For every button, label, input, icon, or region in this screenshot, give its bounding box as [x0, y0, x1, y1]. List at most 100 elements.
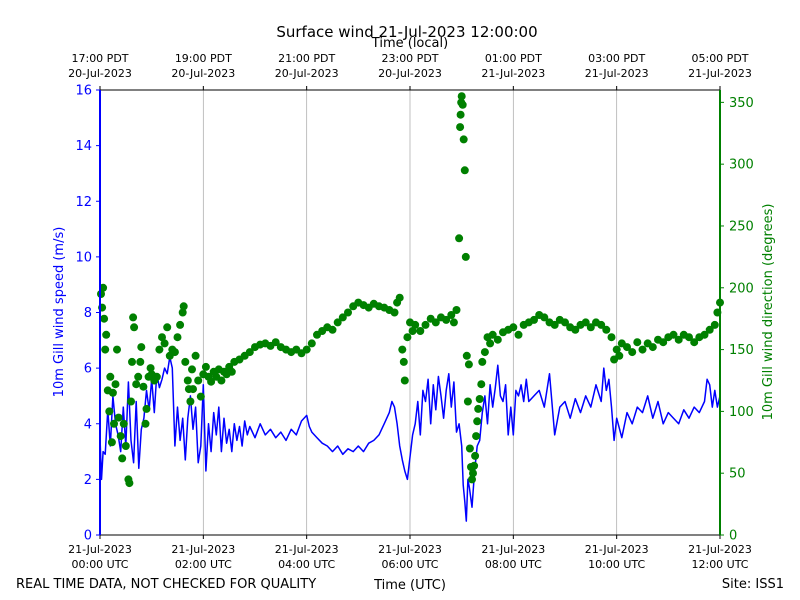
left-axis-label: 10m Gill wind speed (m/s): [52, 227, 67, 398]
right-tick-label: 350: [729, 96, 754, 111]
wind-direction-point: [408, 327, 417, 335]
wind-direction-point: [141, 419, 150, 428]
top-tick-time: 19:00 PDT: [175, 52, 232, 65]
top-tick-time: 17:00 PDT: [71, 52, 128, 65]
top-tick-time: 01:00 PDT: [485, 52, 542, 65]
wind-direction-point: [178, 308, 187, 317]
wind-direction-point: [134, 372, 143, 381]
wind-direction-point: [105, 407, 114, 416]
wind-direction-point: [581, 318, 590, 327]
wind-direction-point: [561, 318, 569, 327]
quality-disclaimer: REAL TIME DATA, NOT CHECKED FOR QUALITY: [16, 577, 316, 592]
wind-direction-point: [125, 479, 134, 488]
wind-direction-point: [158, 333, 166, 342]
left-tick-label: 10: [75, 250, 92, 265]
right-tick-label: 0: [729, 529, 737, 544]
wind-direction-point: [685, 333, 693, 342]
wind-direction-point: [464, 360, 473, 369]
wind-direction-point: [509, 323, 518, 332]
bottom-tick-date: 21-Jul-2023: [585, 543, 649, 556]
wind-direction-point: [460, 166, 469, 175]
wind-direction-point: [136, 357, 145, 366]
top-tick-date: 20-Jul-2023: [378, 67, 442, 80]
left-tick-label: 16: [75, 84, 92, 99]
bottom-tick-time: 04:00 UTC: [278, 558, 335, 571]
vertical-gridlines: [202, 90, 618, 535]
top-tick-date: 20-Jul-2023: [275, 67, 339, 80]
wind-direction-point: [452, 306, 461, 314]
wind-direction-point: [638, 345, 647, 354]
wind-direction-point: [447, 311, 456, 319]
right-direction-axis: 0 50 100 150 200 250 300 350: [720, 96, 754, 544]
wind-direction-point: [338, 313, 347, 322]
wind-direction-point: [462, 351, 471, 360]
bottom-tick-date: 21-Jul-2023: [275, 543, 339, 556]
wind-direction-point: [245, 348, 254, 357]
chart-title: Surface wind 21-Jul-2023 12:00:00: [276, 23, 537, 41]
wind-direction-point: [118, 454, 127, 463]
wind-direction-point: [514, 330, 523, 339]
bottom-tick-date: 21-Jul-2023: [688, 543, 752, 556]
wind-direction-point: [607, 333, 616, 342]
wind-direction-point: [442, 315, 451, 324]
wind-direction-point: [411, 320, 420, 329]
wind-direction-point: [628, 348, 637, 357]
wind-direction-point: [127, 397, 135, 406]
wind-direction-point: [470, 461, 479, 470]
wind-direction-point: [107, 438, 116, 447]
wind-direction-point: [571, 325, 580, 334]
wind-speed-line: [99, 356, 721, 522]
wind-direction-point: [155, 345, 164, 354]
wind-direction-point: [101, 345, 110, 354]
wind-direction-point: [271, 338, 280, 347]
wind-direction-point: [111, 380, 120, 389]
wind-direction-point: [333, 318, 342, 327]
wind-direction-point: [530, 315, 538, 324]
wind-direction-point: [659, 338, 668, 347]
top-tick-date: 20-Jul-2023: [171, 67, 235, 80]
wind-direction-point: [472, 432, 481, 441]
right-tick-label: 150: [729, 343, 754, 358]
wind-direction-point: [139, 382, 148, 391]
bottom-tick-date: 21-Jul-2023: [171, 543, 235, 556]
wind-direction-point: [119, 419, 128, 428]
wind-direction-point: [137, 343, 146, 352]
bottom-tick-time: 02:00 UTC: [175, 558, 232, 571]
wind-direction-point: [400, 376, 409, 385]
wind-direction-point: [648, 343, 657, 352]
wind-direction-point: [416, 327, 425, 335]
wind-direction-point: [431, 318, 440, 327]
wind-direction-point: [468, 475, 476, 484]
wind-direction-point: [449, 318, 458, 327]
wind-direction-point: [196, 392, 205, 401]
wind-direction-point: [116, 432, 125, 441]
wind-direction-point: [173, 333, 182, 342]
top-tick-date: 20-Jul-2023: [68, 67, 132, 80]
bottom-tick-time: 06:00 UTC: [381, 558, 438, 571]
wind-direction-point: [421, 320, 430, 329]
top-tick-time: 05:00 PDT: [691, 52, 748, 65]
wind-direction-point: [456, 110, 465, 119]
wind-direction-point: [597, 320, 606, 329]
wind-direction-point: [100, 314, 109, 323]
bottom-tick-date: 21-Jul-2023: [378, 543, 442, 556]
bottom-tick-time: 12:00 UTC: [691, 558, 748, 571]
top-tick-date: 21-Jul-2023: [481, 67, 545, 80]
left-speed-axis: 0 2 4 6 8 10 12 14 16: [75, 84, 100, 544]
wind-direction-point: [227, 367, 236, 376]
wind-direction-point: [106, 372, 115, 381]
wind-direction-point: [130, 323, 139, 332]
direction-series: [97, 92, 724, 488]
wind-direction-point: [108, 388, 117, 397]
wind-direction-point: [121, 442, 130, 450]
wind-direction-point: [623, 343, 631, 352]
wind-direction-point: [602, 325, 611, 334]
wind-direction-point: [146, 364, 155, 373]
wind-direction-point: [217, 376, 226, 385]
wind-direction-point: [475, 395, 484, 403]
wind-direction-point: [550, 320, 559, 329]
wind-direction-point: [474, 404, 483, 413]
left-tick-label: 6: [84, 362, 92, 377]
wind-direction-point: [110, 419, 118, 428]
wind-direction-point: [478, 357, 487, 366]
